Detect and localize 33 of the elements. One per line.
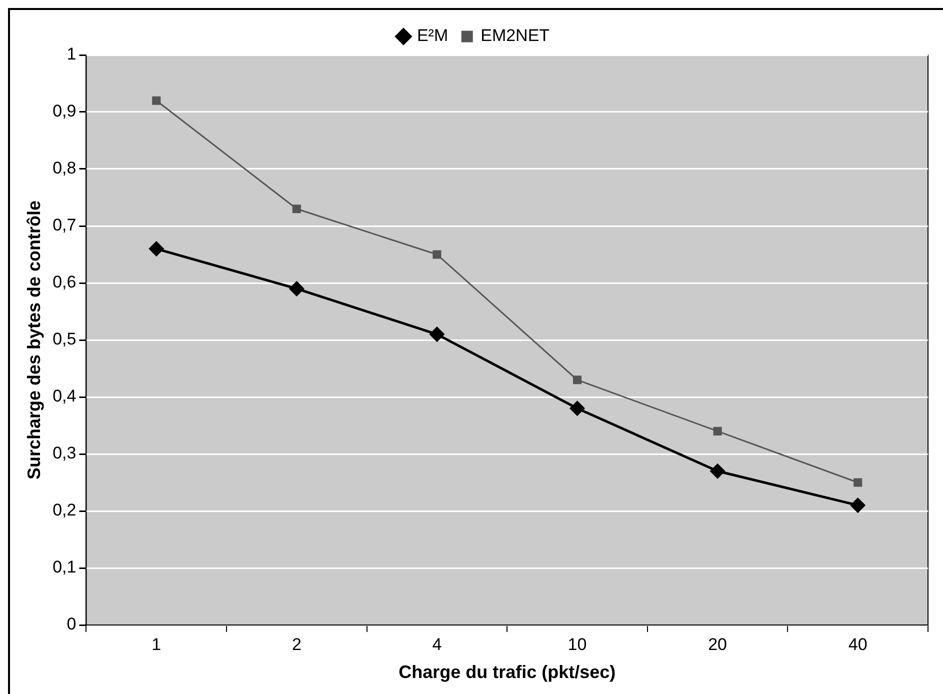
y-axis-title: Surcharge des bytes de contrôle <box>24 200 44 480</box>
y-tick-label: 0,8 <box>52 158 76 178</box>
y-tick-label: 0,5 <box>52 330 76 349</box>
point <box>710 464 725 478</box>
x-tick-label: 10 <box>568 634 587 654</box>
x-tick-label: 2 <box>292 634 302 654</box>
point <box>572 376 582 384</box>
point <box>570 401 585 416</box>
y-tick-label: 0,9 <box>52 102 76 121</box>
y-tick-label: 0,2 <box>52 500 76 520</box>
x-axis-title: Charge du trafic (pkt/sec) <box>398 662 616 682</box>
point <box>430 327 444 342</box>
y-tick-label: 0,4 <box>52 386 76 406</box>
point <box>292 204 301 214</box>
legend-label: EM2NET <box>480 26 550 46</box>
y-tick-label: 1 <box>66 44 76 64</box>
y-tick-label: 0,7 <box>52 216 76 235</box>
x-tick-label: 1 <box>152 634 162 654</box>
point <box>432 250 442 259</box>
point <box>152 96 161 105</box>
point <box>854 478 862 487</box>
x-tick-label: 20 <box>708 634 728 654</box>
point <box>149 242 164 256</box>
point <box>289 281 304 296</box>
y-tick-label: 0 <box>66 614 76 634</box>
y-tick-label: 0,6 <box>52 272 76 292</box>
legend-label: E²M <box>416 26 448 46</box>
point <box>713 426 722 436</box>
x-tick-label: 40 <box>848 634 868 654</box>
y-tick-label: 0,3 <box>52 444 76 463</box>
x-tick-label: 4 <box>432 634 442 654</box>
point <box>850 498 866 513</box>
y-tick-label: 0,1 <box>52 558 76 577</box>
